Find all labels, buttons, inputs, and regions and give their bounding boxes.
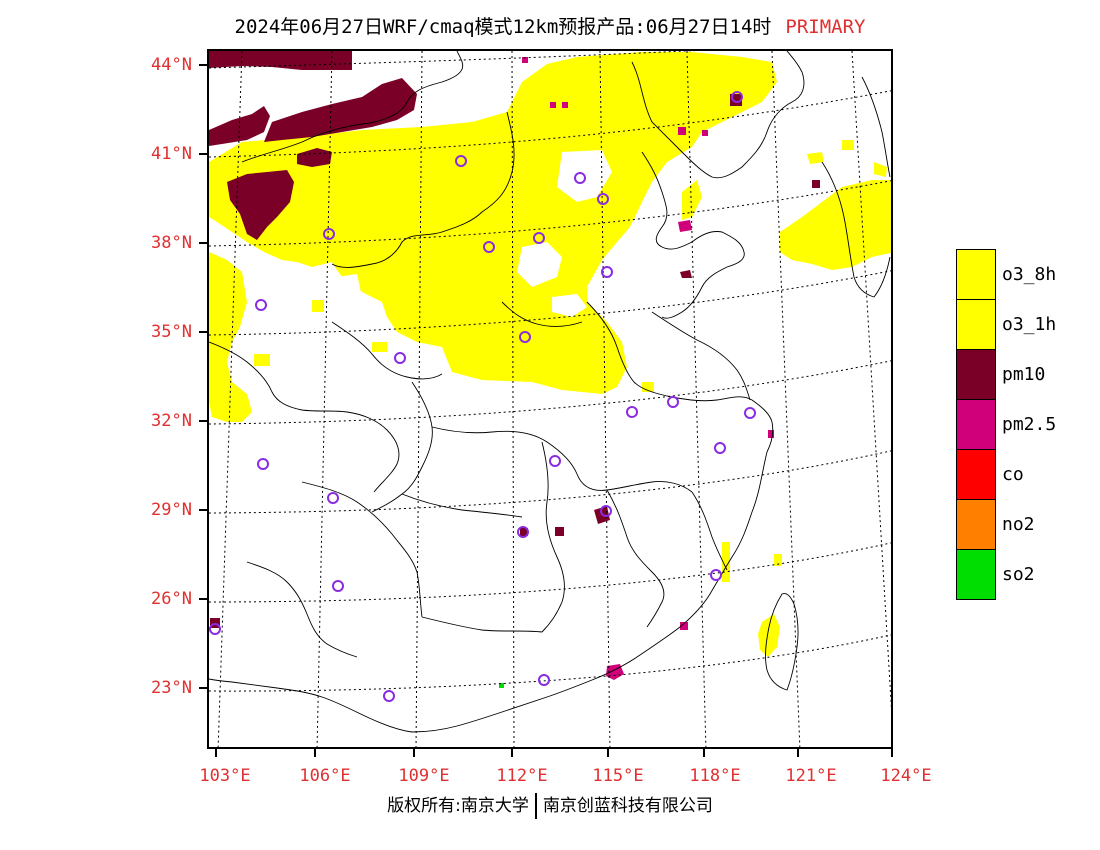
station-marker bbox=[519, 331, 531, 343]
station-marker bbox=[538, 674, 550, 686]
lat-tick bbox=[199, 420, 207, 422]
lat-label-29: 29°N bbox=[151, 500, 192, 520]
station-marker bbox=[255, 299, 267, 311]
station-marker bbox=[209, 623, 221, 635]
pollutant-map bbox=[207, 49, 893, 749]
station-marker bbox=[332, 580, 344, 592]
so2-region bbox=[499, 683, 504, 688]
legend-swatch bbox=[956, 549, 996, 600]
legend-swatch bbox=[956, 299, 996, 350]
station-marker bbox=[327, 492, 339, 504]
station-marker bbox=[710, 569, 722, 581]
legend-label: o3_1h bbox=[1002, 314, 1057, 335]
lat-tick bbox=[199, 242, 207, 244]
station-marker bbox=[667, 396, 679, 408]
station-marker bbox=[731, 91, 743, 103]
lon-label-109: 109°E bbox=[398, 766, 450, 786]
lon-tick bbox=[413, 749, 415, 757]
map-canvas bbox=[209, 51, 891, 747]
lon-label-112: 112°E bbox=[496, 766, 548, 786]
lat-label-23: 23°N bbox=[151, 678, 192, 698]
footer-divider bbox=[534, 793, 537, 819]
lat-tick bbox=[199, 153, 207, 155]
lon-label-118: 118°E bbox=[689, 766, 741, 786]
lon-tick bbox=[314, 749, 316, 757]
lat-label-44: 44°N bbox=[151, 55, 192, 75]
station-marker bbox=[483, 241, 495, 253]
station-marker bbox=[455, 155, 467, 167]
lon-tick bbox=[607, 749, 609, 757]
copyright-footer: 版权所有:南京大学 南京创蓝科技有限公司 bbox=[0, 791, 1100, 819]
legend-label: no2 bbox=[1002, 514, 1035, 535]
lat-label-38: 38°N bbox=[151, 233, 192, 253]
map-title: 2024年06月27日WRF/cmaq模式12km预报产品:06月27日14时 P… bbox=[0, 12, 1100, 39]
primary-tag: PRIMARY bbox=[785, 16, 866, 38]
legend-label: pm2.5 bbox=[1002, 414, 1057, 435]
lon-label-106: 106°E bbox=[299, 766, 351, 786]
station-marker bbox=[533, 232, 545, 244]
legend-label: co bbox=[1002, 464, 1024, 485]
station-marker bbox=[257, 458, 269, 470]
lat-tick bbox=[199, 687, 207, 689]
legend-swatch bbox=[956, 349, 996, 400]
station-marker bbox=[517, 526, 529, 538]
graticule bbox=[209, 51, 891, 747]
lat-tick bbox=[199, 64, 207, 66]
boundaries bbox=[209, 51, 891, 733]
station-marker bbox=[383, 690, 395, 702]
station-marker bbox=[600, 505, 612, 517]
lon-tick bbox=[703, 749, 705, 757]
legend-swatch bbox=[956, 249, 996, 300]
lon-tick bbox=[215, 749, 217, 757]
lat-tick bbox=[199, 331, 207, 333]
lon-label-121: 121°E bbox=[785, 766, 837, 786]
legend-swatch bbox=[956, 499, 996, 550]
lat-tick bbox=[199, 598, 207, 600]
title-text: 2024年06月27日WRF/cmaq模式12km预报产品:06月27日14时 bbox=[234, 16, 772, 38]
station-marker bbox=[323, 228, 335, 240]
station-marker bbox=[394, 352, 406, 364]
lat-tick bbox=[199, 509, 207, 511]
o3-regions bbox=[209, 52, 891, 657]
station-markers bbox=[209, 91, 756, 702]
legend-swatch bbox=[956, 399, 996, 450]
lat-label-26: 26°N bbox=[151, 589, 192, 609]
copyright-right: 南京创蓝科技有限公司 bbox=[542, 796, 713, 816]
legend-label: pm10 bbox=[1002, 364, 1046, 385]
lon-tick bbox=[797, 749, 799, 757]
lat-label-32: 32°N bbox=[151, 411, 192, 431]
lon-tick bbox=[891, 749, 893, 757]
lon-label-103: 103°E bbox=[199, 766, 251, 786]
legend-label: o3_8h bbox=[1002, 264, 1057, 285]
lon-label-115: 115°E bbox=[592, 766, 644, 786]
lat-label-41: 41°N bbox=[151, 144, 192, 164]
lat-label-35: 35°N bbox=[151, 322, 192, 342]
lon-label-124: 124°E bbox=[880, 766, 932, 786]
legend-swatch bbox=[956, 449, 996, 500]
station-marker bbox=[597, 193, 609, 205]
station-marker bbox=[744, 407, 756, 419]
lon-tick bbox=[511, 749, 513, 757]
station-marker bbox=[601, 266, 613, 278]
station-marker bbox=[714, 442, 726, 454]
station-marker bbox=[626, 406, 638, 418]
legend-label: so2 bbox=[1002, 564, 1035, 585]
copyright-left: 版权所有:南京大学 bbox=[387, 796, 529, 816]
station-marker bbox=[574, 172, 586, 184]
station-marker bbox=[549, 455, 561, 467]
